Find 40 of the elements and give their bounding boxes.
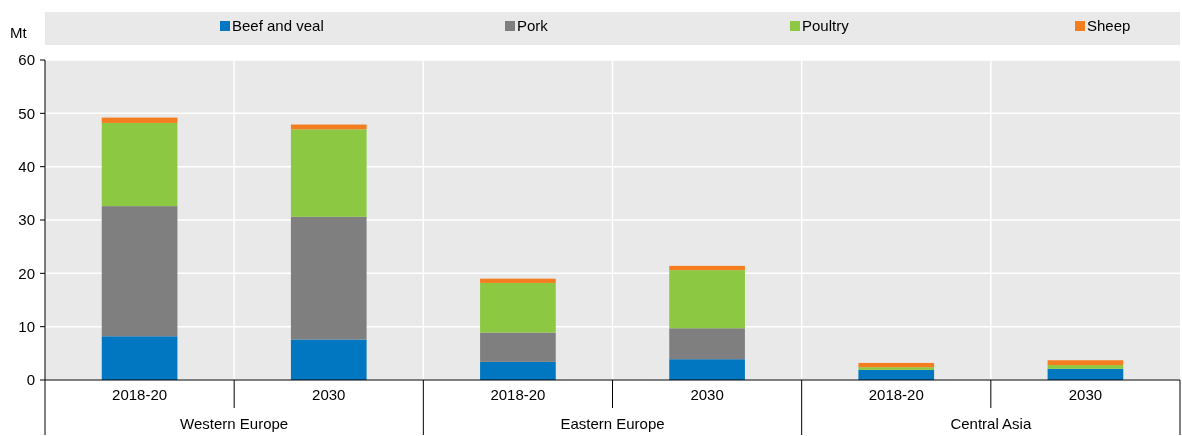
x-tick-label: 2018-20 [490,386,546,403]
x-tick-label: 2030 [1068,386,1103,403]
bar [1047,365,1124,369]
y-tick-label: 10 [18,317,35,335]
bar [480,361,556,380]
bar [290,129,367,217]
text: Central Asia [950,415,1032,432]
bar [669,359,745,380]
x-tick-label: 2030 [312,386,346,403]
legend-label: Sheep [1087,17,1131,34]
y-tick-label: 40 [18,157,35,175]
legend-label: Beef and veal [232,17,324,34]
bar [1047,360,1124,366]
y-tick-label: 50 [18,104,35,122]
legend-label: Poultry [802,17,850,34]
x-tick-label: 2030 [690,386,724,403]
y-tick-label: 60 [18,51,35,69]
text: Western Europe [180,415,289,432]
bar [669,270,745,329]
bar [290,216,367,340]
text: Eastern Europe [560,415,665,432]
x-tick-label: 2018-20 [868,386,924,403]
y-tick-label: 0 [26,371,35,389]
bar [101,206,178,337]
bar [101,336,178,380]
bar [101,122,178,207]
bar [290,339,367,380]
bar [858,362,935,368]
bar [480,332,556,362]
bar [480,282,556,333]
legend-label: Pork [517,17,549,34]
bar [669,265,745,271]
bar [858,367,935,370]
y-tick-label: 20 [18,264,35,282]
bar [669,328,745,360]
bar [480,278,556,283]
y-axis-title: Mt [10,24,28,41]
x-tick-label: 2018-20 [112,386,168,403]
bar [101,117,178,123]
y-tick-label: 30 [18,211,35,229]
